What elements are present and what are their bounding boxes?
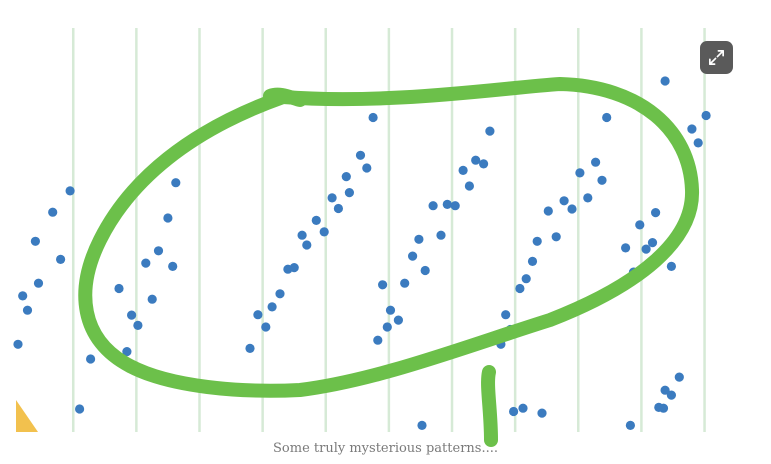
data-point: [479, 159, 489, 169]
data-point: [532, 236, 542, 246]
data-point: [327, 193, 337, 203]
data-point: [428, 201, 438, 211]
data-point: [508, 406, 519, 417]
data-point: [382, 322, 392, 332]
data-point: [693, 138, 703, 148]
data-point: [575, 168, 585, 178]
data-point: [641, 244, 651, 254]
data-point: [373, 335, 383, 345]
data-point: [408, 251, 418, 261]
data-point: [666, 261, 677, 271]
data-point: [521, 274, 531, 284]
data-point: [253, 310, 263, 320]
data-point: [674, 372, 684, 382]
data-point: [378, 280, 388, 290]
data-point: [559, 196, 569, 206]
data-point: [385, 305, 396, 315]
data-point: [485, 126, 495, 136]
data-point: [122, 347, 132, 357]
data-point: [625, 420, 636, 430]
data-point: [302, 240, 312, 250]
data-point: [127, 310, 137, 320]
data-point: [597, 175, 607, 185]
data-point: [168, 261, 178, 271]
data-point: [245, 343, 255, 353]
data-point: [333, 203, 343, 214]
data-point: [442, 199, 452, 209]
data-point: [464, 181, 474, 191]
data-point: [651, 208, 661, 218]
data-point: [518, 403, 528, 413]
data-point: [666, 390, 677, 400]
data-point: [400, 278, 410, 288]
data-point: [275, 289, 285, 299]
data-point: [114, 283, 124, 294]
data-point: [56, 254, 66, 264]
data-point: [471, 155, 481, 165]
data-point: [30, 236, 40, 246]
data-point: [171, 178, 181, 188]
data-point: [18, 291, 28, 301]
data-point: [86, 354, 96, 364]
data-point: [153, 246, 164, 256]
data-point: [450, 201, 460, 211]
data-point: [133, 320, 143, 330]
data-point: [567, 204, 577, 214]
data-point: [436, 230, 446, 240]
data-point: [344, 188, 354, 198]
data-point: [22, 305, 33, 315]
data-point: [147, 294, 157, 304]
data-point: [527, 256, 538, 266]
data-point: [515, 283, 525, 294]
data-point: [701, 110, 711, 121]
data-point: [163, 213, 173, 223]
data-point: [319, 227, 329, 237]
data-point: [591, 157, 601, 167]
data-point: [297, 230, 307, 240]
data-point: [311, 215, 321, 225]
data-point: [414, 234, 424, 244]
data-point: [75, 404, 85, 414]
data-point: [355, 150, 366, 160]
data-point: [658, 403, 669, 413]
data-point: [602, 112, 612, 123]
corner-accent: [16, 400, 38, 432]
data-point: [393, 315, 403, 325]
figure-caption: Some truly mysterious patterns....: [273, 441, 498, 456]
data-point: [65, 186, 75, 196]
data-point: [537, 408, 547, 418]
data-point: [289, 263, 299, 273]
data-point: [687, 124, 697, 134]
expand-button[interactable]: [700, 41, 733, 74]
data-point: [13, 339, 23, 349]
data-point: [368, 112, 378, 123]
data-point: [48, 207, 58, 217]
data-point: [621, 243, 631, 253]
data-point: [635, 220, 645, 230]
data-point: [33, 278, 44, 288]
data-point: [141, 258, 151, 268]
data-point: [362, 163, 372, 173]
data-point: [660, 76, 670, 86]
hand-drawn-loop: [78, 77, 700, 398]
data-point: [583, 193, 593, 203]
data-point: [647, 238, 658, 248]
data-point: [261, 322, 271, 332]
data-point: [551, 232, 561, 242]
data-point: [420, 265, 430, 276]
hand-drawn-loop-annotation: [78, 77, 700, 447]
data-point: [660, 385, 670, 395]
data-point: [417, 420, 427, 430]
data-point: [341, 172, 351, 182]
hand-drawn-tail: [481, 365, 498, 447]
expand-icon: [708, 49, 725, 66]
hand-drawn-loop-overlap: [263, 87, 307, 107]
data-point: [543, 206, 553, 216]
data-point: [458, 165, 468, 175]
data-point: [267, 302, 277, 312]
data-point: [501, 310, 511, 320]
